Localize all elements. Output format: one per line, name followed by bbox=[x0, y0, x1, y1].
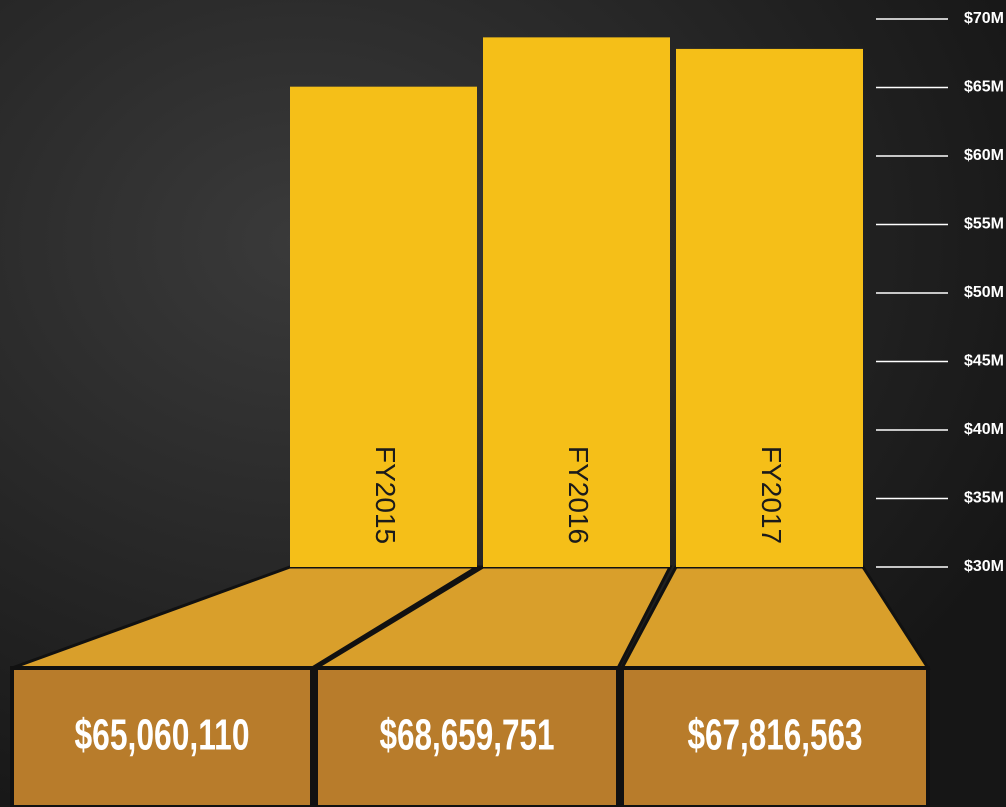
y-tick-label: $60M bbox=[964, 147, 1004, 164]
y-tick-label: $30M bbox=[964, 558, 1004, 575]
y-tick-label: $50M bbox=[964, 284, 1004, 301]
bar bbox=[676, 48, 863, 567]
bar bbox=[483, 37, 670, 568]
y-tick-label: $55M bbox=[964, 216, 1004, 233]
category-label: FY2015 bbox=[370, 446, 401, 544]
value-label: $68,659,751 bbox=[380, 711, 555, 760]
category-label: FY2017 bbox=[756, 446, 787, 544]
y-tick-label: $70M bbox=[964, 10, 1004, 27]
y-tick-label: $35M bbox=[964, 490, 1004, 507]
value-box bbox=[10, 666, 314, 807]
y-tick-label: $65M bbox=[964, 79, 1004, 96]
y-tick-label: $45M bbox=[964, 353, 1004, 370]
value-box bbox=[620, 666, 930, 807]
value-box bbox=[314, 666, 620, 807]
value-label: $67,816,563 bbox=[688, 711, 863, 760]
value-label: $65,060,110 bbox=[75, 711, 250, 760]
y-tick-label: $40M bbox=[964, 421, 1004, 438]
category-label: FY2016 bbox=[563, 446, 594, 544]
bar bbox=[290, 86, 477, 568]
